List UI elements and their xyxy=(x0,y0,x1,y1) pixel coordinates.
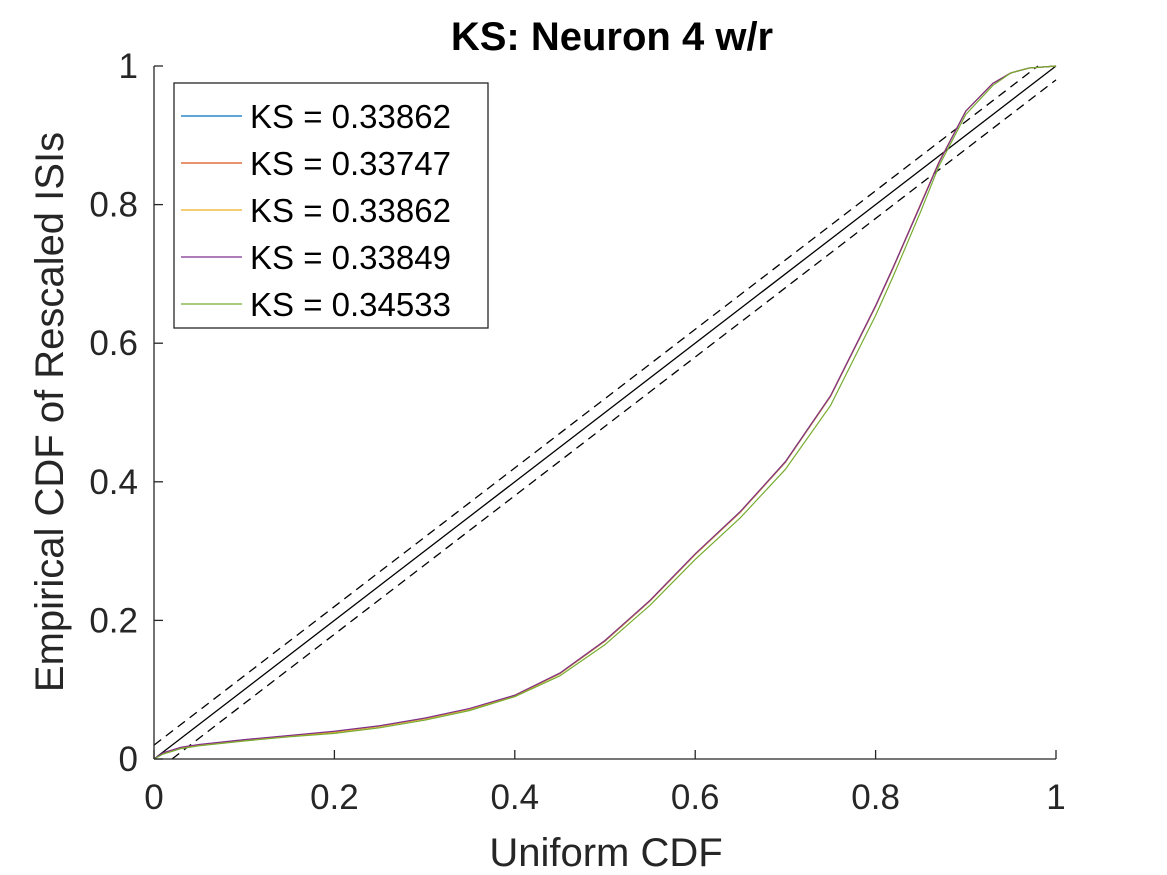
series-line-4 xyxy=(153,65,1057,760)
tick-labels: 00 0.2 0.2 0.4 0.4 0.6 0.6 0.8 0.8 1 1 xyxy=(89,47,1065,817)
y-tick-label: 0.8 xyxy=(89,186,138,225)
reference-lines xyxy=(153,65,1057,760)
legend-label-3: KS = 0.33862 xyxy=(250,192,451,229)
series-lines xyxy=(153,65,1057,760)
x-tick-label: 0.6 xyxy=(671,778,720,817)
y-tick-label: 0.2 xyxy=(89,601,138,640)
chart-title: KS: Neuron 4 w/r xyxy=(451,15,773,59)
x-tick-label: 0.8 xyxy=(851,778,900,817)
legend-label-1: KS = 0.33862 xyxy=(250,98,451,135)
legend: KS = 0.33862 KS = 0.33747 KS = 0.33862 KS =… xyxy=(173,82,489,329)
x-tick-label: 0.4 xyxy=(490,778,539,817)
series-line-5 xyxy=(153,65,1057,760)
legend-label-2: KS = 0.33747 xyxy=(250,145,451,182)
x-axis-label: Uniform CDF xyxy=(489,831,722,875)
x-tick-label: 0 xyxy=(144,778,163,817)
reference-line-dashed-2 xyxy=(171,79,1057,760)
y-tick-label: 0.6 xyxy=(89,324,138,363)
reference-line-solid-0 xyxy=(153,65,1057,760)
x-tick-label: 1 xyxy=(1046,778,1065,817)
y-tick-label: 0.4 xyxy=(89,463,138,502)
legend-label-5: KS = 0.34533 xyxy=(250,286,451,323)
y-tick-label: 0 xyxy=(119,740,138,779)
x-tick-label: 0.2 xyxy=(310,778,359,817)
reference-line-dashed-1 xyxy=(153,65,1039,746)
y-tick-label: 1 xyxy=(119,47,138,86)
legend-box xyxy=(173,82,489,329)
y-axis-label: Empirical CDF of Rescaled ISIs xyxy=(28,132,72,692)
axes xyxy=(153,66,1056,760)
legend-label-4: KS = 0.33849 xyxy=(250,239,451,276)
